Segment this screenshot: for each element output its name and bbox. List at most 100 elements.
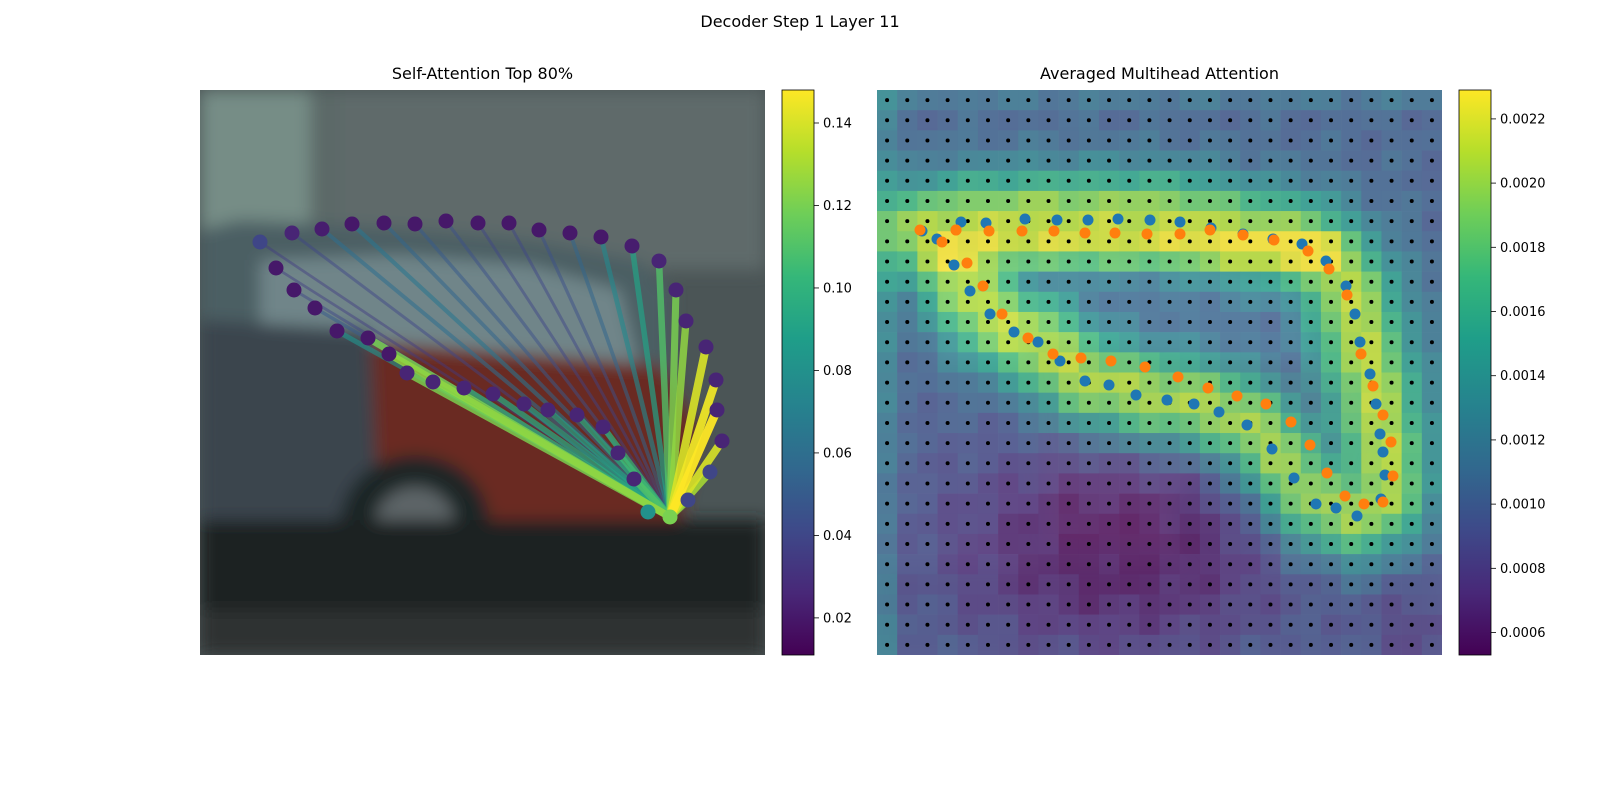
grid-point xyxy=(1167,622,1172,627)
grid-point xyxy=(1026,299,1031,304)
grid-point xyxy=(945,521,950,526)
grid-point xyxy=(1127,441,1132,446)
grid-point xyxy=(1026,400,1031,405)
grid-point xyxy=(1268,380,1273,385)
grid-point xyxy=(1207,198,1212,203)
grid-point xyxy=(1167,542,1172,547)
grid-point xyxy=(1107,400,1112,405)
grid-point xyxy=(1147,420,1152,425)
grid-point xyxy=(1429,582,1434,587)
grid-point xyxy=(1389,219,1394,224)
grid-point xyxy=(1187,602,1192,607)
contour-points xyxy=(252,213,730,525)
grid-point xyxy=(1066,340,1071,345)
grid-point xyxy=(1086,279,1091,284)
grid-point xyxy=(965,602,970,607)
grid-point xyxy=(885,420,890,425)
grid-point xyxy=(925,501,930,506)
grid-point xyxy=(1308,239,1313,244)
grid-point xyxy=(1066,481,1071,486)
grid-point xyxy=(1329,400,1334,405)
grid-point xyxy=(1006,360,1011,365)
grid-point xyxy=(1248,622,1253,627)
contour-point-24 xyxy=(610,445,626,461)
predicted-point-3 xyxy=(961,257,973,269)
grid-point xyxy=(1026,320,1031,325)
grid-point xyxy=(885,380,890,385)
grid-point xyxy=(1207,521,1212,526)
grid-point xyxy=(1046,158,1051,163)
grid-point xyxy=(1308,360,1313,365)
grid-point xyxy=(1248,441,1253,446)
grid-point xyxy=(1308,259,1313,264)
grid-point xyxy=(965,198,970,203)
predicted-point-34 xyxy=(1109,227,1121,239)
grid-point xyxy=(1308,279,1313,284)
grid-point xyxy=(1389,198,1394,203)
grid-point xyxy=(1107,118,1112,123)
grid-point xyxy=(1187,219,1192,224)
grid-point xyxy=(925,521,930,526)
grid-point xyxy=(1107,239,1112,244)
grid-point xyxy=(1349,360,1354,365)
grid-point xyxy=(1228,441,1233,446)
ground-truth-point-28 xyxy=(1266,443,1278,455)
contour-point-3 xyxy=(344,216,360,232)
grid-point xyxy=(1187,622,1192,627)
grid-point xyxy=(925,299,930,304)
grid-point xyxy=(1107,138,1112,143)
grid-point xyxy=(925,340,930,345)
grid-point xyxy=(1409,98,1414,103)
grid-point xyxy=(1248,259,1253,264)
grid-point xyxy=(1308,178,1313,183)
grid-point xyxy=(905,239,910,244)
contour-point-9 xyxy=(531,222,547,238)
grid-point xyxy=(985,239,990,244)
grid-point xyxy=(1147,340,1152,345)
contour-point-29 xyxy=(485,386,501,402)
grid-point xyxy=(1429,481,1434,486)
ground-truth-point-19 xyxy=(1370,398,1382,410)
grid-point xyxy=(1147,642,1152,647)
grid-point xyxy=(1329,622,1334,627)
grid-point xyxy=(1288,622,1293,627)
grid-point xyxy=(945,542,950,547)
grid-point xyxy=(1329,461,1334,466)
grid-point xyxy=(1329,98,1334,103)
grid-point xyxy=(1268,138,1273,143)
grid-point xyxy=(905,320,910,325)
grid-point xyxy=(1409,158,1414,163)
grid-point xyxy=(945,501,950,506)
cbar-left-tick-label-2: 0.06 xyxy=(823,446,852,461)
cbar-right-tick-label-6: 0.0018 xyxy=(1500,241,1546,256)
grid-point xyxy=(1086,259,1091,264)
grid-point xyxy=(1086,441,1091,446)
grid-point xyxy=(945,622,950,627)
predicted-point-36 xyxy=(1048,225,1060,237)
attention-edge-7 xyxy=(537,229,672,518)
grid-point xyxy=(965,239,970,244)
grid-point xyxy=(1349,420,1354,425)
grid-point xyxy=(1429,198,1434,203)
grid-point xyxy=(925,158,930,163)
grid-point xyxy=(1389,98,1394,103)
grid-point xyxy=(985,98,990,103)
grid-point xyxy=(945,481,950,486)
grid-point xyxy=(1086,320,1091,325)
grid-point xyxy=(1026,521,1031,526)
grid-point xyxy=(1066,380,1071,385)
grid-point xyxy=(1268,642,1273,647)
grid-point xyxy=(1187,118,1192,123)
grid-point xyxy=(1409,420,1414,425)
ground-truth-point-15 xyxy=(1340,280,1352,292)
grid-point xyxy=(1026,178,1031,183)
predicted-point-21 xyxy=(1387,470,1399,482)
grid-point xyxy=(1389,521,1394,526)
grid-point xyxy=(1288,441,1293,446)
grid-point xyxy=(925,320,930,325)
predicted-point-6 xyxy=(1022,332,1034,344)
grid-point xyxy=(1207,158,1212,163)
grid-point xyxy=(1409,178,1414,183)
grid-point xyxy=(885,602,890,607)
